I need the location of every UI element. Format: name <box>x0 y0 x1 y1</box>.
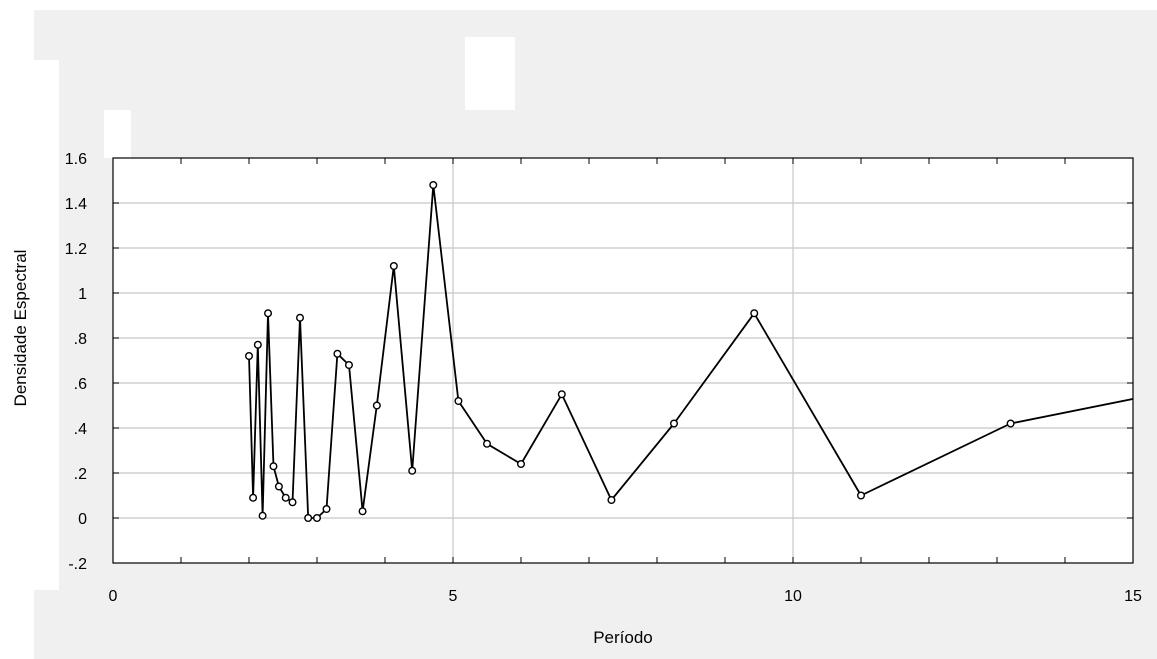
data-point <box>322 505 331 514</box>
data-point <box>264 309 273 318</box>
data-point <box>358 507 367 516</box>
data-point <box>249 493 258 502</box>
y-tick-label: .8 <box>74 331 87 348</box>
y-tick-label: 1.2 <box>65 241 87 258</box>
data-point <box>253 340 262 349</box>
data-point <box>607 496 616 505</box>
data-point <box>389 262 398 271</box>
data-point <box>517 460 526 469</box>
data-point <box>258 511 267 520</box>
series-spectral-density <box>244 180 1133 523</box>
y-tick-label: -.2 <box>68 556 87 573</box>
data-point <box>288 498 297 507</box>
y-tick-label: .2 <box>74 466 87 483</box>
grid <box>113 158 1133 563</box>
data-point <box>557 390 566 399</box>
x-tick-label: 5 <box>449 588 458 605</box>
tick-labels: -.2 0 .2 .4 .6 .8 1 1.2 1.4 1.6 0 5 10 15 <box>65 151 1142 605</box>
y-tick-label: .4 <box>74 421 87 438</box>
data-point <box>372 401 381 410</box>
data-point <box>429 180 438 189</box>
x-axis-title: Período <box>593 628 653 647</box>
y-tick-label: 1.4 <box>65 196 87 213</box>
y-axis-title: Densidade Espectral <box>11 250 30 407</box>
data-point <box>269 462 278 471</box>
data-point <box>670 419 679 428</box>
background-patch <box>465 37 515 110</box>
y-tick-label: .6 <box>74 376 87 393</box>
data-point <box>281 493 290 502</box>
data-point <box>454 397 463 406</box>
plot-frame <box>112 157 1134 564</box>
data-point <box>274 482 283 491</box>
series-line <box>248 184 1133 519</box>
x-tick-label: 15 <box>1124 588 1142 605</box>
data-point <box>750 309 759 318</box>
x-tick-label: 10 <box>784 588 802 605</box>
data-point <box>304 514 313 523</box>
y-tick-label: 1 <box>78 286 87 303</box>
data-point <box>313 514 322 523</box>
data-point <box>296 313 305 322</box>
y-tick-label: 1.6 <box>65 151 87 168</box>
data-point <box>244 352 253 361</box>
data-point <box>1006 419 1015 428</box>
data-point <box>344 361 353 370</box>
background-patch <box>104 110 131 158</box>
x-tick-label: 0 <box>109 588 118 605</box>
data-point <box>333 349 342 358</box>
data-point <box>408 466 417 475</box>
y-tick-label: 0 <box>78 511 87 528</box>
data-point <box>483 439 492 448</box>
data-point <box>857 491 866 500</box>
background-patch <box>34 60 59 590</box>
